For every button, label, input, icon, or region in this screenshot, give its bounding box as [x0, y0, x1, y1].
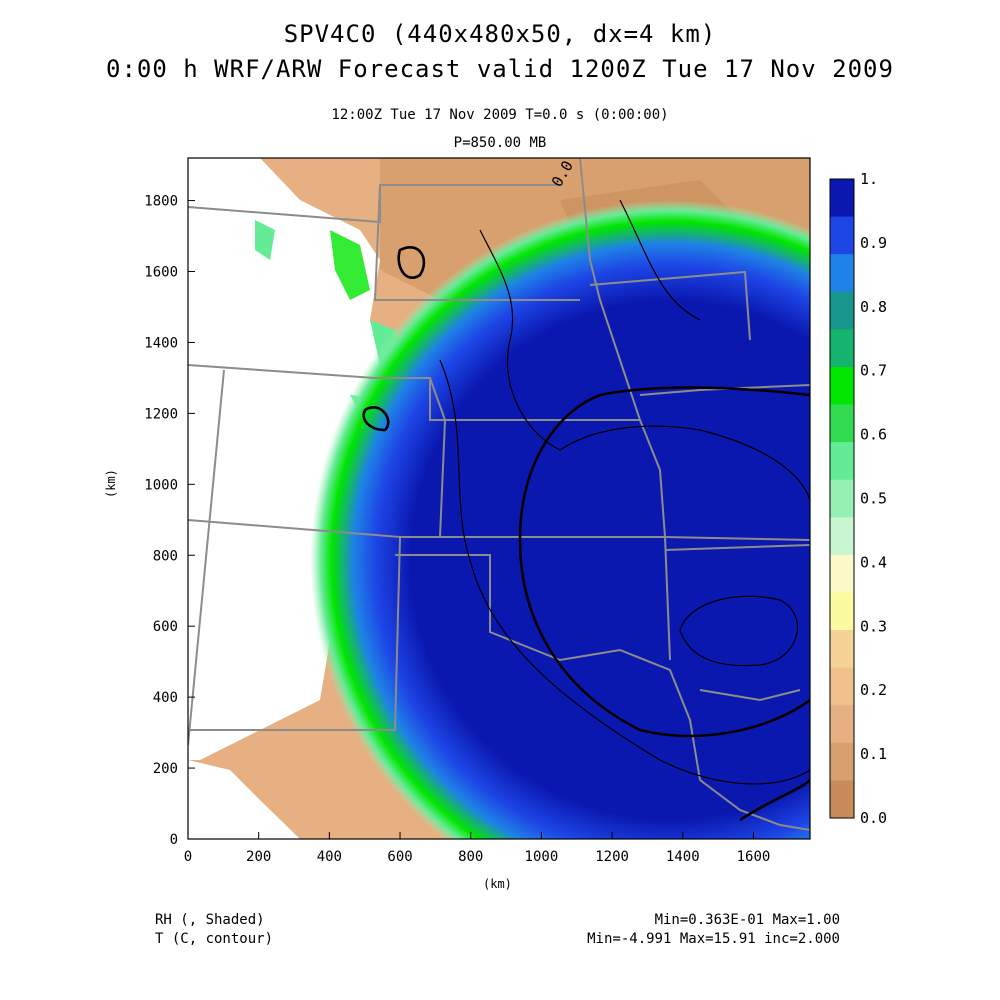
- y-tick-label: 1200: [144, 406, 178, 422]
- colorbar-label: 0.1: [860, 745, 887, 763]
- y-tick-label: 400: [153, 690, 178, 706]
- colorbar-swatch: [830, 216, 854, 255]
- colorbar-swatch: [830, 705, 854, 744]
- colorbar-frame: [829, 178, 855, 819]
- chart-title-line-1: SPV4C0 (440x480x50, dx=4 km): [283, 20, 717, 48]
- colorbar-swatch: [830, 442, 854, 481]
- colorbar-swatch: [830, 742, 854, 781]
- colorbar-swatch: [830, 554, 854, 593]
- y-tick-label: 600: [153, 619, 178, 635]
- x-tick-label: 1400: [666, 849, 700, 865]
- y-axis-ticks: 0 200 400 600 800 1000 1200 1400 1600 1800: [144, 194, 195, 848]
- colorbar-label: 0.6: [860, 426, 887, 444]
- y-tick-label: 800: [153, 548, 178, 564]
- colorbar-swatch: [830, 291, 854, 330]
- rh-colorbar: 1. 0.9 0.8 0.7 0.6 0.5 0.4 0.3 0.2 0.1 0.0: [829, 170, 887, 827]
- valid-time-label: 12:00Z Tue 17 Nov 2009 T=0.0 s (0:00:00): [331, 107, 669, 123]
- colorbar-swatch: [830, 479, 854, 518]
- x-axis-unit-label: (km): [483, 877, 512, 891]
- x-tick-label: 1600: [737, 849, 771, 865]
- state-borders: [188, 158, 810, 831]
- colorbar-swatch: [830, 179, 854, 218]
- colorbar-swatch: [830, 404, 854, 443]
- plot-frame: [187, 157, 811, 840]
- x-tick-label: 1200: [595, 849, 629, 865]
- colorbar-swatch: [830, 517, 854, 556]
- y-tick-label: 1400: [144, 335, 178, 351]
- temperature-contours: [362, 199, 810, 822]
- colorbar-swatch: [830, 667, 854, 706]
- x-tick-label: 200: [246, 849, 271, 865]
- x-tick-label: 800: [458, 849, 483, 865]
- x-tick-label: 600: [387, 849, 412, 865]
- colorbar-label: 0.2: [860, 681, 887, 699]
- colorbar-swatch: [830, 592, 854, 631]
- colorbar-label: 0.7: [860, 362, 887, 380]
- colorbar-label: 1.: [860, 170, 878, 188]
- y-tick-label: 0: [170, 832, 178, 848]
- colorbar-label: 0.0: [860, 809, 887, 827]
- colorbar-swatch: [830, 630, 854, 669]
- colorbar-swatch: [830, 366, 854, 406]
- colorbar-label: 0.8: [860, 298, 887, 316]
- colorbar-swatch: [830, 780, 854, 819]
- shaded-field-stats: Min=0.363E-01 Max=1.00: [654, 912, 840, 928]
- x-tick-label: 0: [184, 849, 192, 865]
- colorbar-label: 0.9: [860, 234, 887, 252]
- colorbar-label: 0.4: [860, 553, 887, 571]
- x-tick-label: 400: [317, 849, 342, 865]
- y-tick-label: 1800: [144, 194, 178, 210]
- y-tick-label: 1600: [144, 265, 178, 281]
- y-tick-label: 1000: [144, 477, 178, 493]
- contour-field-legend: T (C, contour): [155, 931, 274, 947]
- colorbar-label: 0.5: [860, 490, 887, 508]
- colorbar-label: 0.3: [860, 617, 887, 635]
- contour-field-stats: Min=-4.991 Max=15.91 inc=2.000: [587, 931, 840, 947]
- colorbar-swatch: [830, 254, 854, 293]
- x-axis-ticks: 0 200 400 600 800 1000 1200 1400 1600: [184, 832, 771, 865]
- colorbar-swatch: [830, 329, 854, 368]
- y-tick-label: 200: [153, 761, 178, 777]
- pressure-level-label: P=850.00 MB: [453, 135, 547, 151]
- x-tick-label: 1000: [525, 849, 559, 865]
- chart-title-line-2: 0:00 h WRF/ARW Forecast valid 1200Z Tue …: [106, 55, 894, 83]
- shaded-field-legend: RH (, Shaded): [155, 912, 265, 928]
- y-axis-unit-label: (km): [104, 469, 118, 498]
- rh-shaded-field: [188, 158, 810, 839]
